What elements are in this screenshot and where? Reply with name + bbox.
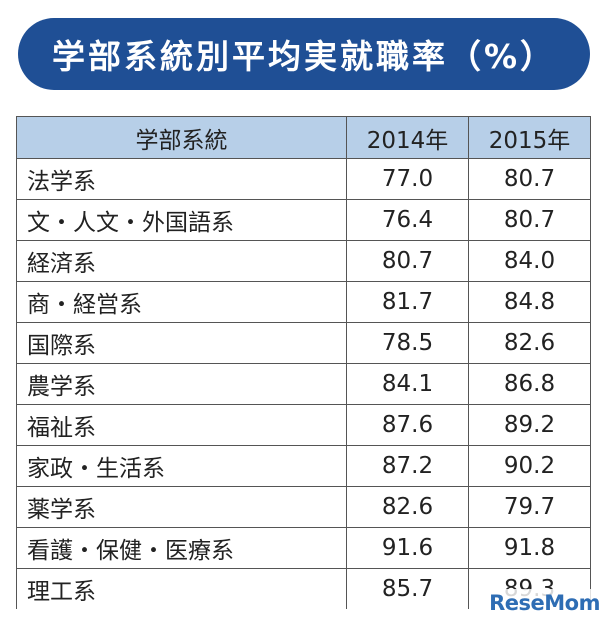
value-2014-cell: 78.5 <box>346 322 469 364</box>
category-cell: 福祉系 <box>16 404 347 446</box>
category-cell: 理工系 <box>16 568 347 609</box>
value-2014-cell: 91.6 <box>346 527 469 569</box>
header-category: 学部系統 <box>16 116 347 159</box>
value-2014-cell: 84.1 <box>346 363 469 405</box>
value-2014-cell: 82.6 <box>346 486 469 528</box>
table-row: 商・経営系 81.7 84.8 <box>16 281 591 323</box>
value-2014-cell: 77.0 <box>346 158 469 200</box>
title-banner: 学部系統別平均実就職率（%） <box>18 18 590 90</box>
table-row: 経済系 80.7 84.0 <box>16 240 591 282</box>
category-cell: 看護・保健・医療系 <box>16 527 347 569</box>
header-2014: 2014年 <box>346 116 469 159</box>
value-2015-cell: 86.8 <box>468 363 591 405</box>
table-row: 家政・生活系 87.2 90.2 <box>16 445 591 487</box>
value-2014-cell: 87.6 <box>346 404 469 446</box>
watermark-backdrop <box>492 589 604 619</box>
value-2015-cell: 84.0 <box>468 240 591 282</box>
value-2014-cell: 80.7 <box>346 240 469 282</box>
value-2014-cell: 76.4 <box>346 199 469 241</box>
value-2015-cell: 80.7 <box>468 158 591 200</box>
table-header-row: 学部系統 2014年 2015年 <box>16 116 591 159</box>
table-body: 法学系 77.0 80.7 文・人文・外国語系 76.4 80.7 経済系 80.7 84.0 商… <box>16 158 591 609</box>
value-2014-cell: 87.2 <box>346 445 469 487</box>
value-2014-cell: 81.7 <box>346 281 469 323</box>
value-2014-cell: 85.7 <box>346 568 469 609</box>
table-row: 法学系 77.0 80.7 <box>16 158 591 200</box>
table-row: 文・人文・外国語系 76.4 80.7 <box>16 199 591 241</box>
value-2015-cell: 80.7 <box>468 199 591 241</box>
category-cell: 薬学系 <box>16 486 347 528</box>
category-cell: 国際系 <box>16 322 347 364</box>
category-cell: 文・人文・外国語系 <box>16 199 347 241</box>
category-cell: 法学系 <box>16 158 347 200</box>
value-2015-cell: 82.6 <box>468 322 591 364</box>
value-2015-cell: 89.2 <box>468 404 591 446</box>
category-cell: 商・経営系 <box>16 281 347 323</box>
table-row: 福祉系 87.6 89.2 <box>16 404 591 446</box>
employment-rate-table: 学部系統 2014年 2015年 法学系 77.0 80.7 文・人文・外国語系 76.… <box>16 116 591 609</box>
table-row: 看護・保健・医療系 91.6 91.8 <box>16 527 591 569</box>
resemom-logo: ReseMom <box>489 591 600 615</box>
table-row: 国際系 78.5 82.6 <box>16 322 591 364</box>
category-cell: 経済系 <box>16 240 347 282</box>
value-2015-cell: 79.7 <box>468 486 591 528</box>
value-2015-cell: 91.8 <box>468 527 591 569</box>
table-row: 農学系 84.1 86.8 <box>16 363 591 405</box>
category-cell: 家政・生活系 <box>16 445 347 487</box>
table-row: 薬学系 82.6 79.7 <box>16 486 591 528</box>
header-2015: 2015年 <box>468 116 591 159</box>
value-2015-cell: 90.2 <box>468 445 591 487</box>
category-cell: 農学系 <box>16 363 347 405</box>
value-2015-cell: 84.8 <box>468 281 591 323</box>
